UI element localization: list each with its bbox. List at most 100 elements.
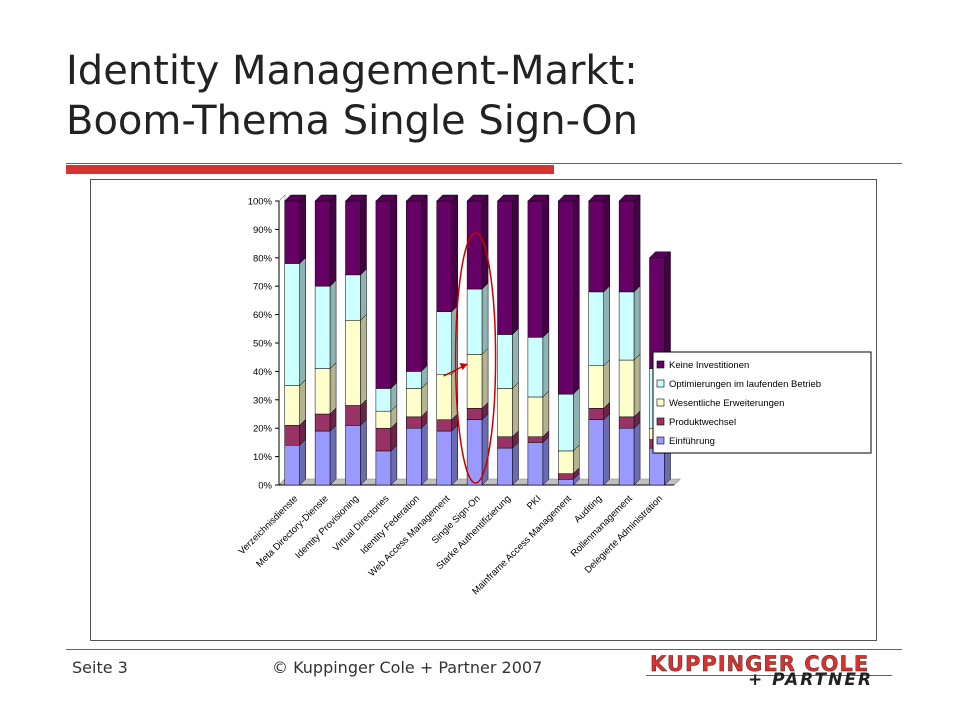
bar-segment-side <box>299 256 306 387</box>
bar-segment <box>375 427 392 452</box>
bar-segment <box>345 425 361 486</box>
bar-segment <box>375 200 392 389</box>
bar-top <box>405 194 428 202</box>
bar-segment <box>466 200 483 290</box>
bar-segment <box>527 337 544 398</box>
legend-label: Keine Investitionen <box>669 360 749 371</box>
bar-segment-side <box>542 194 550 338</box>
bar-segment <box>618 427 635 486</box>
bar-segment-side <box>360 268 367 321</box>
bar-top <box>375 194 398 202</box>
bar-segment <box>497 447 513 486</box>
bar-segment-side <box>633 421 641 486</box>
legend-label: Optimierungen im laufenden Betrieb <box>669 379 821 390</box>
bar-segment-side <box>360 418 367 486</box>
bar-segment-side <box>542 390 550 438</box>
bar-segment <box>375 410 392 429</box>
company-logo: KUPPINGER COLE + PARTNER <box>640 652 896 692</box>
bar-segment-side <box>390 194 398 390</box>
x-category-label: PKI <box>525 493 544 512</box>
legend-swatch <box>656 417 665 426</box>
bar-segment <box>345 200 361 276</box>
bar-segment <box>284 263 300 386</box>
footer-page-number: Seite 3 <box>72 658 128 677</box>
bar-segment <box>588 365 604 409</box>
title-accent-bar <box>66 165 554 174</box>
bar-segment-side <box>421 421 428 486</box>
bar-segment-side <box>329 424 337 486</box>
bar-segment <box>436 430 452 486</box>
bar-segment <box>345 405 361 426</box>
bar-segment-side <box>633 285 641 361</box>
bar-segment <box>406 416 422 429</box>
y-tick-label: 50% <box>253 339 273 350</box>
bar-segment-side <box>299 438 306 486</box>
bar-segment-side <box>542 435 550 486</box>
bar-segment-side <box>360 313 367 407</box>
bar-top <box>466 194 489 202</box>
bar-segment <box>436 200 452 313</box>
bar-segment <box>558 479 574 486</box>
bar-segment <box>406 388 422 418</box>
bar-segment <box>649 447 665 486</box>
bar-segment <box>588 408 604 420</box>
slide-title-text: Identity Management-Markt: Boom-Thema Si… <box>66 46 638 146</box>
bar-segment-side <box>299 378 306 426</box>
bar-top <box>314 194 337 202</box>
legend-label: Produktwechsel <box>669 417 736 428</box>
bar-segment <box>497 200 513 335</box>
legend-swatch <box>656 379 665 388</box>
y-tick-label: 40% <box>253 367 273 378</box>
bar-segment <box>345 274 361 321</box>
bar-segment <box>497 388 513 437</box>
bar-segment <box>406 200 422 372</box>
bar-segment <box>436 419 452 432</box>
bar-segment <box>466 408 483 420</box>
bar-segment-side <box>603 359 610 409</box>
bar-top <box>588 194 611 202</box>
bar-segment <box>284 444 300 486</box>
bar-segment <box>284 425 300 446</box>
bar-segment-side <box>603 413 610 486</box>
bar-segment <box>375 388 392 412</box>
y-tick-label: 0% <box>258 481 272 492</box>
bar-segment-side <box>573 387 580 452</box>
y-tick-label: 60% <box>253 310 273 321</box>
footer-divider-line <box>66 649 902 650</box>
title-divider-line <box>66 163 902 164</box>
y-tick-label: 80% <box>253 253 273 264</box>
bar-segment <box>588 291 604 366</box>
bar-segment <box>588 419 604 486</box>
bar-segment-side <box>329 361 337 415</box>
bar-segment <box>314 430 331 486</box>
bar-top <box>648 251 672 259</box>
bar-top <box>557 194 580 202</box>
stacked-bar-chart: 0%10%20%30%40%50%60%70%80%90%100%Verzeic… <box>237 194 872 597</box>
bar-segment <box>497 334 513 389</box>
bar-segment-side <box>360 194 367 276</box>
y-tick-label: 30% <box>253 395 273 406</box>
bar-segment <box>466 419 483 486</box>
bar-segment-side <box>481 282 489 355</box>
title-line-1: Identity Management-Markt: <box>66 48 638 94</box>
bar-top <box>344 194 368 202</box>
legend-label: Einführung <box>669 436 715 447</box>
bar-top <box>618 194 641 202</box>
bar-segment <box>314 200 331 287</box>
legend-swatch <box>656 360 665 369</box>
legend-swatch <box>656 398 665 407</box>
highlight-ellipse <box>454 232 497 484</box>
y-tick-label: 70% <box>253 282 273 293</box>
bar-segment-side <box>512 441 519 486</box>
bar-segment <box>618 200 635 293</box>
bar-segment-side <box>603 285 610 367</box>
chart-side-wall <box>278 194 286 486</box>
chart-frame: 0% 10% 20% 30% 40% 50% 60% 70% 80% 90% 100% Verzeic… <box>90 179 877 641</box>
bar-segment-side <box>451 424 458 486</box>
bar-segment <box>527 396 544 437</box>
bar-segment <box>345 320 361 406</box>
bar-segment-side <box>390 444 398 486</box>
bar-top <box>496 194 520 202</box>
y-tick-label: 100% <box>248 197 273 208</box>
bar-segment <box>284 200 300 264</box>
